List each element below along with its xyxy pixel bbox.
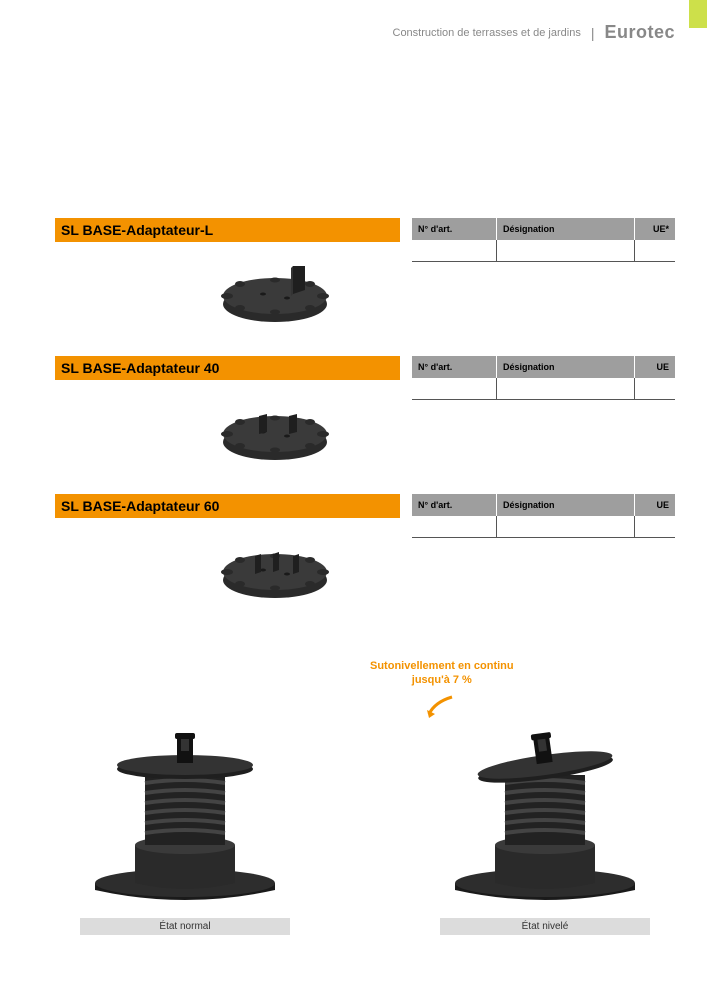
th-article: N° d'art. [412, 218, 497, 240]
th-designation: Désignation [497, 494, 635, 516]
th-designation: Désignation [497, 356, 635, 378]
brand-logo: Eurotec [604, 22, 675, 43]
product-image-adaptateur-60 [205, 522, 345, 617]
caption-leveled: État nivelé [440, 918, 650, 935]
table-row [412, 378, 675, 400]
table-header: N° d'art. Désignation UE* [412, 218, 675, 240]
th-article: N° d'art. [412, 356, 497, 378]
table-row [412, 516, 675, 538]
pedestal-leveled: État nivelé [415, 715, 675, 935]
caption-normal: État normal [80, 918, 290, 935]
product-image-adaptateur-l [205, 246, 345, 341]
th-article: N° d'art. [412, 494, 497, 516]
th-ue: UE* [635, 218, 675, 240]
section-title: SL BASE-Adaptateur 60 [55, 494, 400, 518]
leveling-callout: Sutonivellement en continu jusqu'à 7 % [370, 660, 514, 724]
table-header: N° d'art. Désignation UE [412, 356, 675, 378]
section-title: SL BASE-Adaptateur 40 [55, 356, 400, 380]
product-section-adaptateur-l: SL BASE-Adaptateur-L N° d'art. Désignati… [55, 218, 675, 242]
product-section-adaptateur-40: SL BASE-Adaptateur 40 N° d'art. Désignat… [55, 356, 675, 380]
pedestal-image-leveled [435, 715, 655, 910]
header-separator: | [591, 25, 595, 41]
pedestal-normal: État normal [55, 715, 315, 935]
th-ue: UE [635, 494, 675, 516]
page-header: Construction de terrasses et de jardins … [393, 22, 676, 43]
header-category: Construction de terrasses et de jardins [393, 27, 581, 39]
th-designation: Désignation [497, 218, 635, 240]
table-row [412, 240, 675, 262]
pedestal-image-normal [75, 715, 295, 910]
table-header: N° d'art. Désignation UE [412, 494, 675, 516]
product-section-adaptateur-60: SL BASE-Adaptateur 60 N° d'art. Désignat… [55, 494, 675, 518]
callout-line2: jusqu'à 7 % [370, 674, 514, 688]
th-ue: UE [635, 356, 675, 378]
section-title: SL BASE-Adaptateur-L [55, 218, 400, 242]
callout-line1: Sutonivellement en continu [370, 660, 514, 674]
product-image-adaptateur-40 [205, 384, 345, 479]
accent-tab [689, 0, 707, 28]
